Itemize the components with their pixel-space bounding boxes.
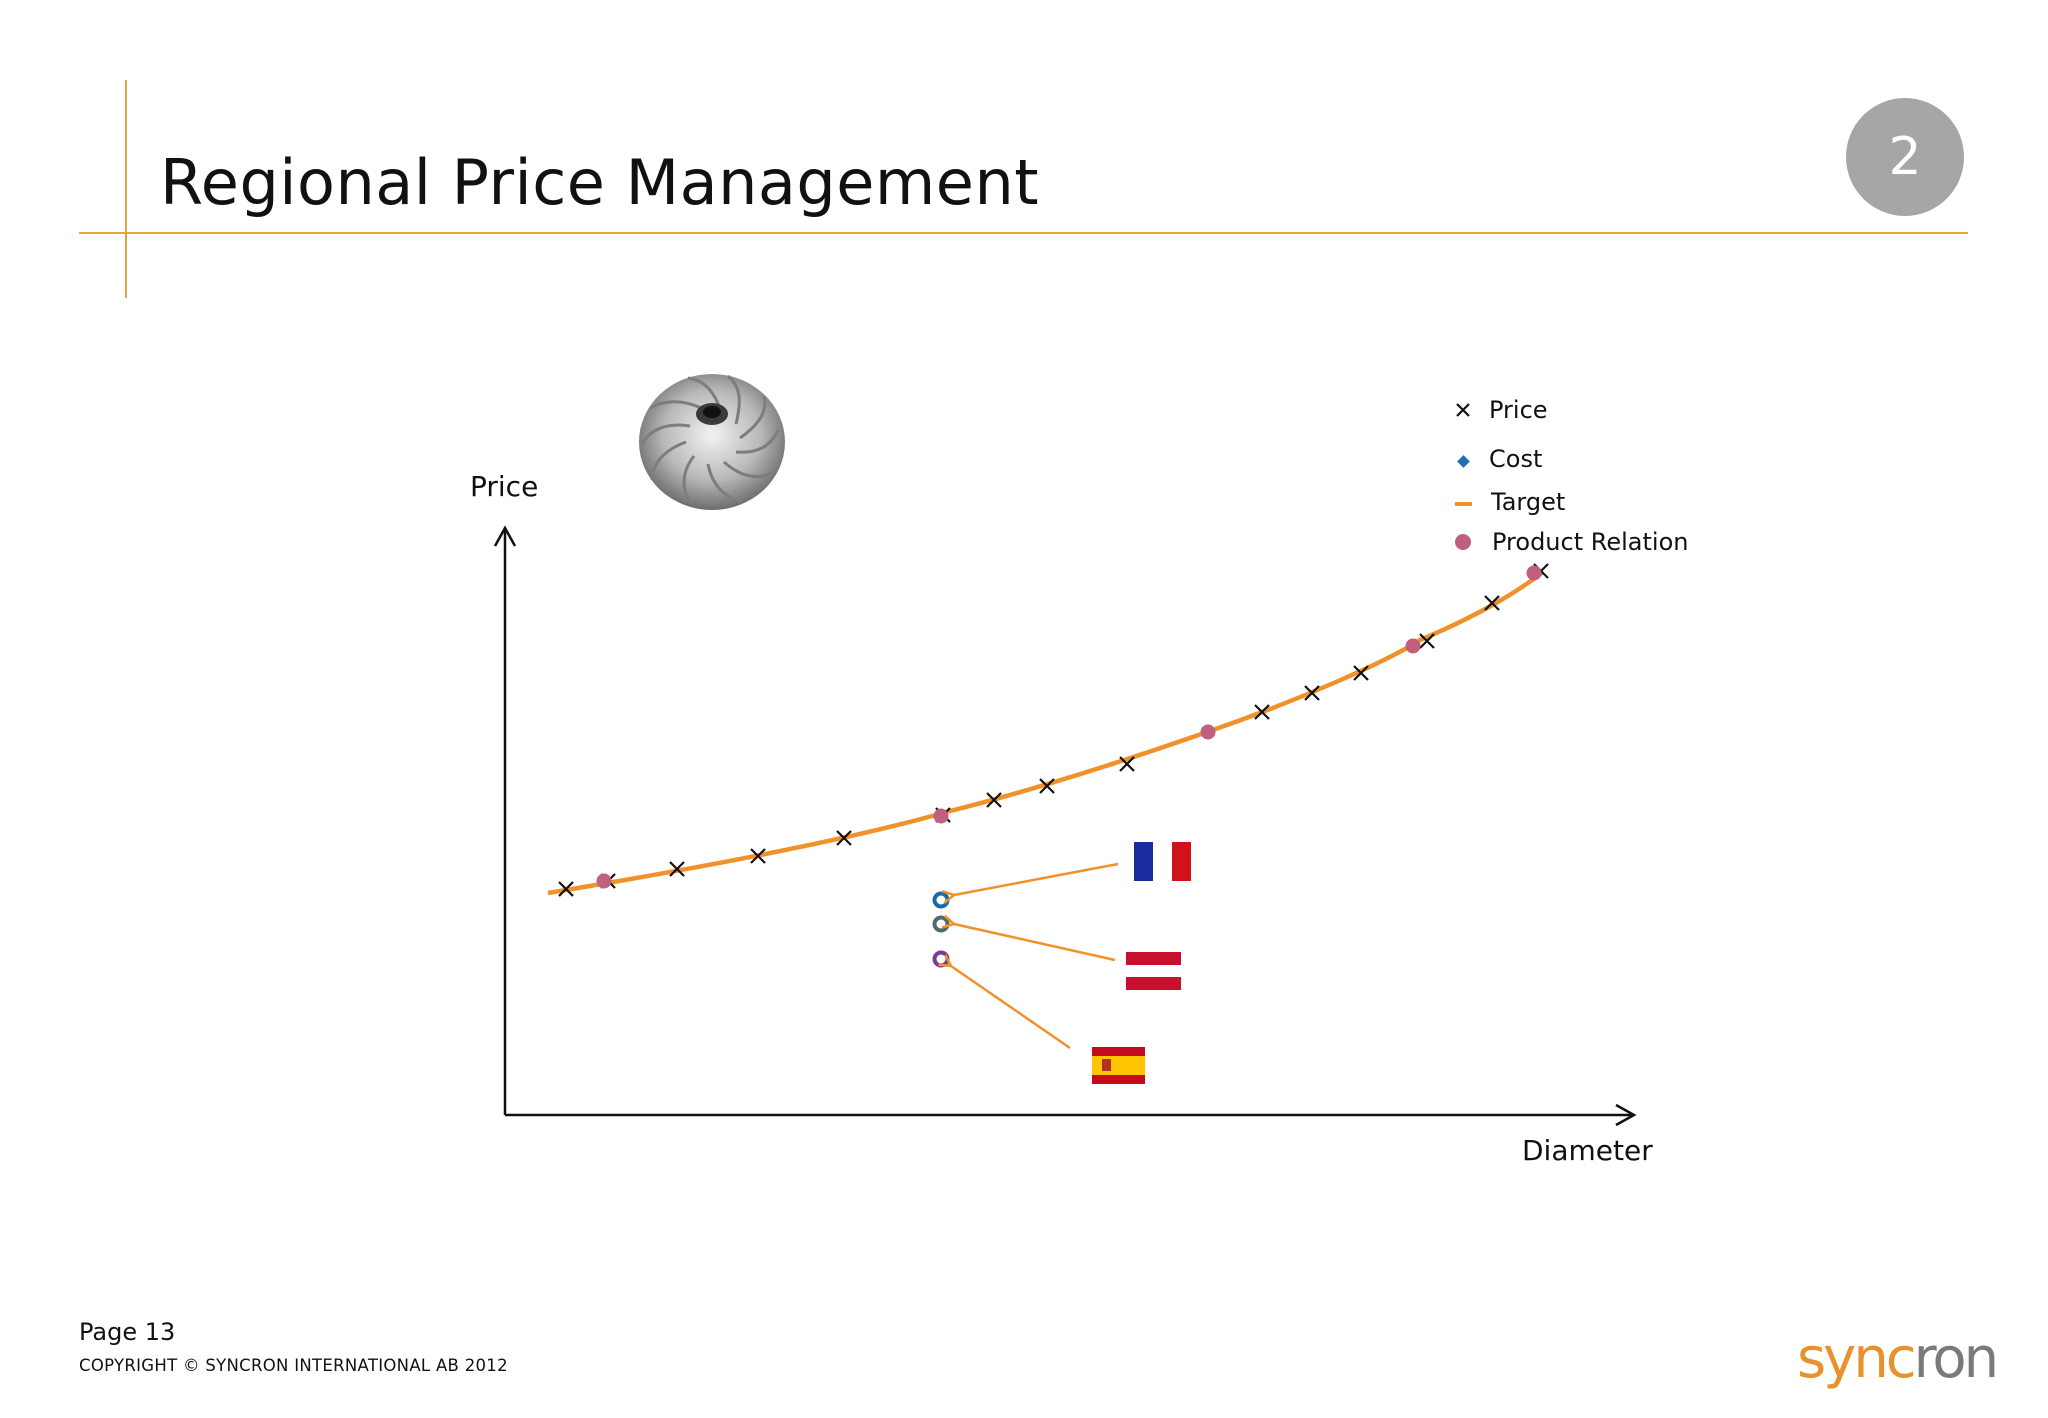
section-number-badge: 2 [1846,98,1964,216]
price-marker-icon [1119,756,1135,772]
turbine-impeller-icon [639,374,785,510]
price-marker-icon [558,881,574,897]
price-marker-icon [1304,685,1320,701]
syncron-logo: syncron [1797,1326,2000,1391]
price-marker-icon [750,848,766,864]
france-flag-icon [1134,842,1191,881]
price-marker-icon [986,792,1002,808]
page-number: Page 13 [79,1318,176,1346]
x-axis-label: Diameter [1522,1134,1653,1167]
price-marker-icon [669,861,685,877]
austria-price-ring [932,915,950,933]
legend-label-target: Target [1490,488,1565,516]
product-relation-dot [933,808,949,824]
price-marker-icon [1039,778,1055,794]
product-relation-dot [1526,565,1542,581]
price-marker-icon [1419,633,1435,649]
price-marker-icon [1353,665,1369,681]
spain-flag-icon [1092,1047,1145,1084]
x-axis [505,1103,1637,1127]
spain-price-ring [932,950,950,968]
product-relation-dot [1405,638,1421,654]
legend-label-cost: Cost [1489,445,1542,473]
legend-label-product-relation: Product Relation [1492,528,1688,556]
dash-icon [1455,502,1472,506]
x-icon [1456,403,1470,417]
spain-arrow [951,966,1071,1050]
product-relation-dot [1200,724,1216,740]
price-marker-icon [1484,595,1500,611]
logo-part-ron: ron [1913,1326,2000,1391]
target-curve [547,570,1545,896]
legend: Price Cost Target Product Relation [1455,396,1688,556]
logo-part-sync: sync [1797,1326,1917,1391]
price-marker-icon [836,830,852,846]
y-axis-label: Price [470,470,538,503]
diamond-icon [1457,455,1470,468]
austria-arrow [954,924,1116,962]
price-marker-icon [1254,704,1270,720]
dot-icon [1455,534,1471,550]
product-relation-markers [596,565,1542,889]
page-title: Regional Price Management [160,146,1040,219]
copyright-notice: COPYRIGHT © SYNCRON INTERNATIONAL AB 201… [79,1356,508,1375]
france-arrow [954,862,1119,895]
france-price-ring [932,891,950,909]
product-relation-dot [596,873,612,889]
price-markers [558,563,1549,897]
austria-flag-icon [1126,952,1181,990]
y-axis [493,525,517,1115]
legend-label-price: Price [1489,396,1548,424]
